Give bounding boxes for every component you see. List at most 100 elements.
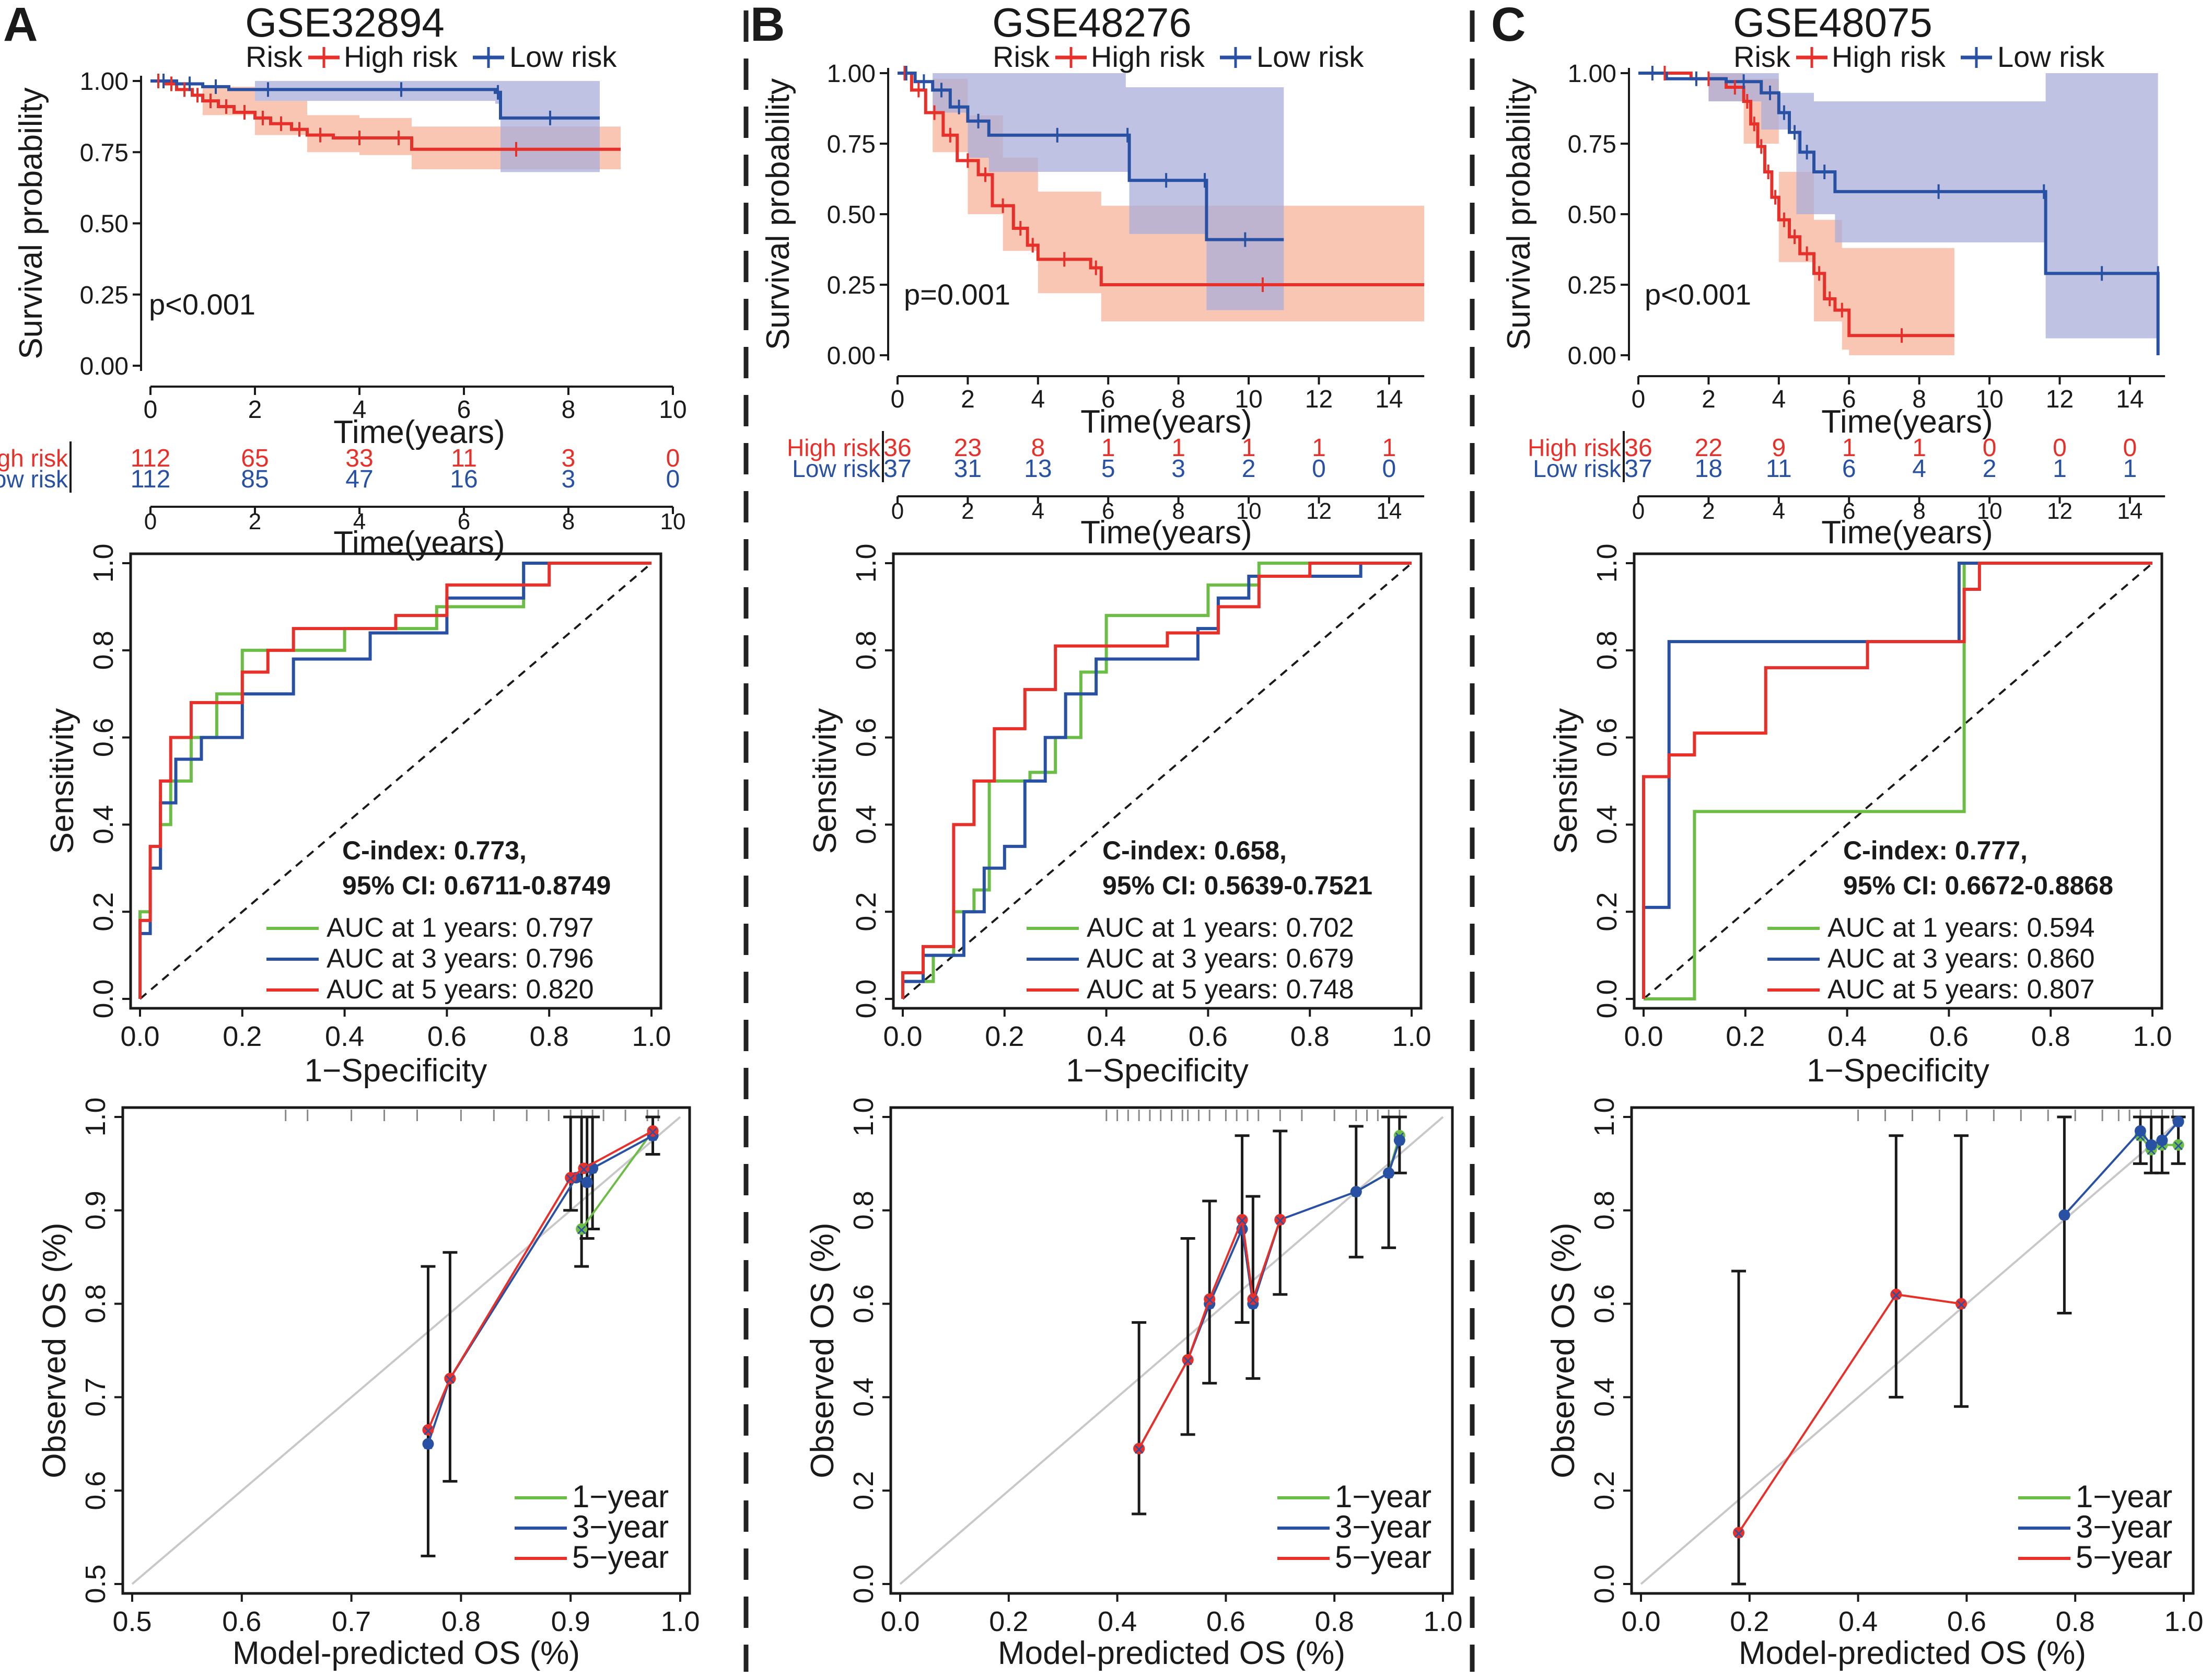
risk-high-count: 1 [1101, 434, 1115, 462]
roc-x-tick-label: 0.6 [1189, 1021, 1228, 1052]
roc-c-index: C-index: 0.773, [342, 836, 527, 865]
risk-low-count: 37 [1624, 455, 1652, 483]
roc-x-tick-label: 0.4 [1087, 1021, 1126, 1052]
risk-low-count: 13 [1024, 455, 1052, 483]
roc-y-axis-label: Sensitivity [1548, 708, 1584, 854]
km-low-ci-band [150, 81, 600, 172]
km-x-tick-label: 14 [2116, 386, 2144, 413]
calibration-point-5-year [1236, 1214, 1248, 1226]
roc-x-tick-label: 0.8 [1290, 1021, 1330, 1052]
roc-x-tick-label: 1.0 [1392, 1021, 1431, 1052]
risk-high-count: 1 [1382, 434, 1396, 462]
roc-diagonal [1643, 562, 2153, 1000]
roc-plot: 0.00.0 0.2 0.2 0.4 0.4 0.6 0.6 0.8 0.8 1.0 1.0 1−Sp… [1548, 543, 2172, 1089]
risk-x-tick-label: 12 [1306, 498, 1332, 524]
roc-x-axis-label: 1−Specificity [1066, 1053, 1249, 1089]
calibration-y-axis-label: Observed OS (%) [805, 1222, 841, 1478]
km-x-tick-label: 8 [1912, 386, 1926, 413]
km-x-tick-label: 12 [1305, 386, 1333, 413]
calibration-y-tick-label: 0.0 [1589, 1564, 1620, 1603]
risk-high-label: High risk [1528, 434, 1622, 461]
calibration-point-3-year [1350, 1186, 1362, 1198]
risk-low-count: 0 [1312, 455, 1326, 483]
km-x-tick-label: 2 [1702, 386, 1716, 413]
km-legend-low-label: Low risk [1256, 40, 1364, 73]
km-x-tick-label: 6 [1842, 386, 1856, 413]
risk-x-tick-label: 8 [1913, 498, 1925, 524]
calibration-point-5-year [1733, 1527, 1745, 1539]
km-legend-low-label: Low risk [509, 40, 617, 73]
calibration-point-5-year [1274, 1214, 1286, 1226]
roc-plot: 0.00.0 0.2 0.2 0.4 0.4 0.6 0.6 0.8 0.8 1.0 1.0 1−Sp… [44, 543, 671, 1089]
roc-y-tick-label: 0.4 [88, 805, 119, 844]
km-legend: Risk High risk Low risk [246, 40, 617, 73]
calibration-x-tick-label: 1.0 [660, 1606, 700, 1637]
risk-high-count: 65 [241, 445, 269, 472]
km-y-tick-label: 0.50 [827, 201, 876, 229]
calibration-y-axis-label: Observed OS (%) [1545, 1222, 1581, 1478]
km-y-tick-label: 0.75 [1568, 131, 1616, 158]
risk-x-tick-label: 10 [1977, 498, 2003, 524]
risk-low-count: 6 [1842, 455, 1856, 483]
km-y-tick-label: 1.00 [1568, 60, 1616, 88]
risk-low-count: 0 [666, 465, 680, 493]
calibration-x-axis-label: Model-predicted OS (%) [232, 1635, 580, 1671]
calibration-y-tick-label: 0.4 [1589, 1378, 1620, 1417]
calibration-point-5-year [1955, 1298, 1967, 1310]
calibration-y-tick-label: 0.6 [1589, 1284, 1620, 1323]
calibration-cross-mark: × [581, 1172, 592, 1194]
calibration-cross-mark: × [647, 1121, 658, 1143]
calibration-frame [1630, 1106, 2195, 1595]
km-x-tick-label: 4 [1772, 386, 1786, 413]
km-x-tick-label: 0 [891, 386, 905, 413]
calibration-cross-mark: × [1134, 1439, 1145, 1460]
panel-letter: B [750, 0, 785, 51]
risk-x-tick-label: 14 [2117, 498, 2143, 524]
calibration-x-tick-label: 0.8 [2056, 1606, 2095, 1637]
risk-high-count: 0 [1983, 434, 1997, 462]
calibration-x-tick-label: 0.7 [332, 1606, 371, 1637]
roc-y-axis-label: Sensitivity [807, 708, 843, 854]
panel-title: GSE48276 [992, 0, 1192, 45]
risk-x-axis-label: Time(years) [333, 525, 505, 561]
risk-low-count: 3 [562, 465, 576, 493]
km-legend-high-label: High risk [1832, 40, 1946, 73]
km-x-tick-label: 4 [1031, 386, 1045, 413]
risk-x-axis-label: Time(years) [1821, 515, 1993, 551]
risk-high-label: High risk [0, 445, 68, 472]
calibration-cross-mark: × [1275, 1210, 1286, 1231]
km-legend-title: Risk [993, 40, 1050, 73]
calibration-point-5-year [1133, 1442, 1145, 1454]
calibration-point-5-year [1890, 1288, 1902, 1300]
roc-x-tick-label: 0.6 [1929, 1021, 1969, 1052]
roc-y-tick-label: 1.0 [88, 543, 119, 583]
roc-legend-auc1: AUC at 1 years: 0.594 [1827, 913, 2095, 943]
roc-y-tick-label: 1.0 [851, 543, 882, 583]
km-x-tick-label: 0 [144, 396, 158, 424]
roc-x-tick-label: 1.0 [632, 1021, 671, 1052]
calibration-line-1-year [580, 1130, 654, 1230]
risk-high-count: 36 [883, 434, 911, 462]
calibration-x-tick-label: 0.4 [1838, 1606, 1878, 1637]
risk-x-tick-label: 4 [353, 509, 366, 534]
calibration-cross-mark: × [423, 1434, 434, 1455]
roc-legend-auc5: AUC at 5 years: 0.820 [327, 974, 594, 1005]
roc-legend-auc3: AUC at 3 years: 0.679 [1087, 944, 1354, 974]
km-x-tick-label: 8 [1171, 386, 1185, 413]
calibration-y-tick-label: 0.5 [80, 1564, 111, 1603]
km-x-tick-label: 8 [562, 396, 576, 424]
roc-x-tick-label: 0.8 [2031, 1021, 2070, 1052]
calibration-x-axis-label: Model-predicted OS (%) [1739, 1635, 2086, 1671]
risk-low-count: 2 [1983, 455, 1997, 483]
calibration-point-3-year [2058, 1209, 2070, 1221]
risk-x-axis-label: Time(years) [1080, 515, 1252, 551]
risk-low-count: 4 [1912, 455, 1926, 483]
km-legend-high-label: High risk [1091, 40, 1205, 73]
km-y-tick-label: 0.25 [1568, 272, 1616, 299]
roc-legend-auc3: AUC at 3 years: 0.796 [327, 944, 594, 974]
risk-x-tick-label: 2 [1702, 498, 1715, 524]
roc-diagonal [139, 562, 653, 1000]
